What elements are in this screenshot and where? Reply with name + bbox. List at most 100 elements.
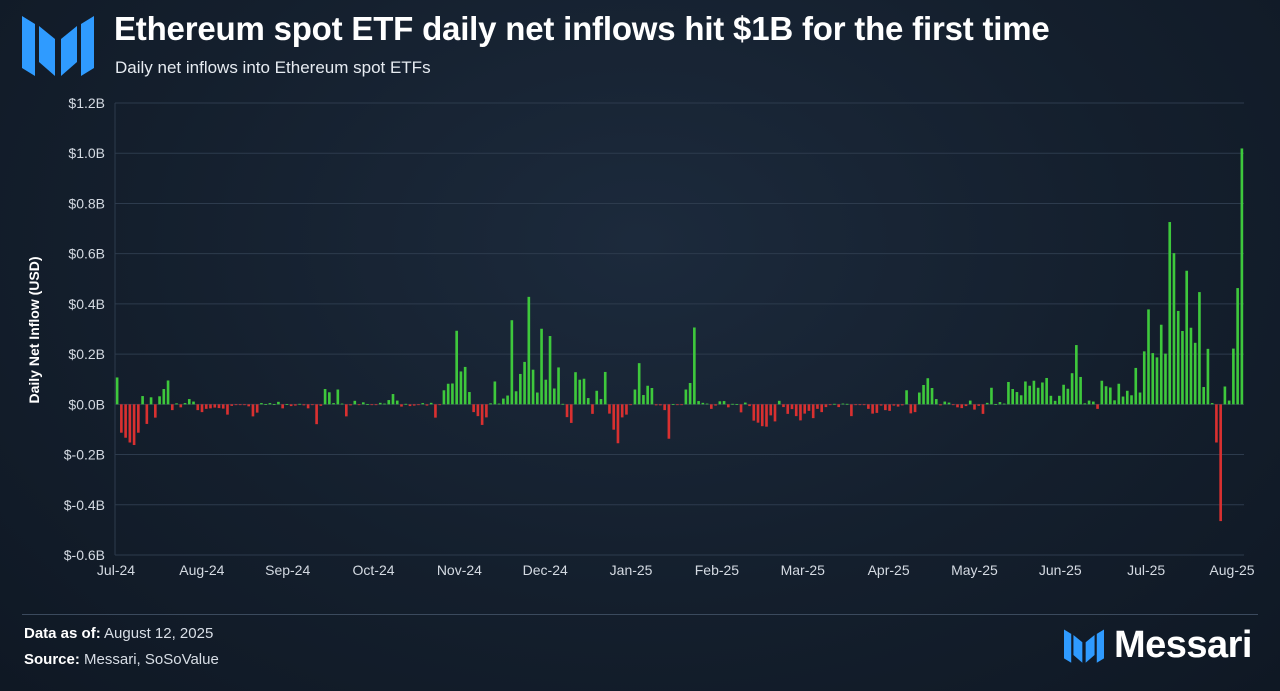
bar-outflow xyxy=(438,404,442,406)
bar-inflow xyxy=(455,330,458,405)
bar-outflow xyxy=(726,404,730,408)
bar-outflow xyxy=(374,404,378,406)
bar-outflow xyxy=(807,404,811,411)
bar-outflow xyxy=(221,404,225,409)
bar-outflow xyxy=(714,404,717,406)
gridlines xyxy=(114,102,1244,556)
bar-outflow xyxy=(828,404,832,406)
bar-outflow xyxy=(400,404,403,407)
bar-inflow xyxy=(1193,342,1197,405)
bar-inflow xyxy=(442,390,446,405)
bar-inflow xyxy=(735,404,739,405)
bar-inflow xyxy=(603,371,607,405)
x-tick-label: Dec-24 xyxy=(523,562,568,578)
bar-inflow xyxy=(1223,386,1227,405)
bar-inflow xyxy=(1189,327,1193,405)
chart-title: Ethereum spot ETF daily net inflows hit … xyxy=(114,10,1050,47)
y-tick-label: $0.6B xyxy=(68,246,105,262)
bar-inflow xyxy=(446,383,450,405)
bar-inflow xyxy=(582,378,586,405)
bar-outflow xyxy=(213,404,217,408)
bar-inflow xyxy=(1172,253,1176,405)
bar-inflow xyxy=(1181,331,1184,405)
bar-inflow xyxy=(833,403,836,405)
bar-outflow xyxy=(820,404,823,413)
bar-outflow xyxy=(960,404,964,409)
bar-inflow xyxy=(922,385,925,405)
bar-outflow xyxy=(786,404,790,414)
bar-outflow xyxy=(756,404,760,423)
bar-outflow xyxy=(302,404,306,406)
bar-outflow xyxy=(739,404,743,413)
bar-inflow xyxy=(1045,377,1048,405)
bar-inflow xyxy=(115,377,119,405)
bar-outflow xyxy=(867,404,870,409)
bar-outflow xyxy=(803,404,807,414)
bar-inflow xyxy=(1024,381,1027,405)
y-tick-label: $-0.2B xyxy=(64,447,105,463)
bar-inflow xyxy=(1227,400,1231,405)
bar-inflow xyxy=(930,388,934,405)
bar-inflow xyxy=(383,403,386,405)
bar-outflow xyxy=(137,404,140,433)
bar-outflow xyxy=(782,404,785,408)
bar-inflow xyxy=(493,381,497,405)
bar-inflow xyxy=(340,403,344,405)
bar-inflow xyxy=(395,400,399,405)
bar-inflow xyxy=(548,336,552,405)
bar-inflow xyxy=(544,379,548,405)
bar-outflow xyxy=(154,404,157,418)
bar-inflow xyxy=(540,328,543,405)
bar-inflow xyxy=(1121,396,1125,405)
x-tick-label: Aug-25 xyxy=(1209,562,1254,578)
bar-inflow xyxy=(701,402,705,405)
bar-outflow xyxy=(319,404,323,406)
bar-inflow xyxy=(586,398,590,405)
bar-inflow xyxy=(1015,392,1019,405)
bar-inflow xyxy=(1232,348,1235,405)
bar-outflow xyxy=(616,404,620,444)
bar-series xyxy=(115,148,1244,522)
bar-inflow xyxy=(705,403,709,405)
bar-outflow xyxy=(676,404,679,406)
bar-inflow xyxy=(1202,387,1205,405)
bar-inflow xyxy=(1058,395,1061,405)
bar-inflow xyxy=(718,401,722,405)
bar-inflow xyxy=(998,402,1002,405)
bar-inflow xyxy=(404,403,408,405)
bar-outflow xyxy=(408,404,412,407)
data-as-of-label: Data as of: xyxy=(24,625,101,642)
bar-inflow xyxy=(1062,384,1065,405)
bar-inflow xyxy=(646,385,649,405)
source-label: Source: xyxy=(24,651,80,668)
bar-inflow xyxy=(926,378,930,405)
bar-outflow xyxy=(939,404,942,406)
bar-outflow xyxy=(773,404,777,422)
bar-outflow xyxy=(875,404,879,413)
bar-inflow xyxy=(1236,288,1239,405)
bar-outflow xyxy=(981,404,985,414)
bar-inflow xyxy=(693,327,696,405)
bar-outflow xyxy=(591,404,594,414)
bar-outflow xyxy=(608,404,611,414)
x-tick-label: May-25 xyxy=(951,562,998,578)
bar-outflow xyxy=(238,404,242,406)
bar-outflow xyxy=(760,404,764,427)
bar-inflow xyxy=(1079,376,1082,405)
bar-inflow xyxy=(841,403,845,405)
bar-inflow xyxy=(1100,380,1104,405)
bar-inflow xyxy=(1151,353,1155,405)
bar-outflow xyxy=(964,404,968,407)
bar-outflow xyxy=(124,404,127,438)
bar-inflow xyxy=(353,400,357,405)
bar-outflow xyxy=(569,404,573,423)
bar-outflow xyxy=(909,404,913,414)
x-tick-label: Feb-25 xyxy=(695,562,740,578)
bar-outflow xyxy=(884,404,887,411)
bar-outflow xyxy=(209,404,212,409)
bar-inflow xyxy=(272,404,276,405)
bar-outflow xyxy=(472,404,475,413)
bar-inflow xyxy=(514,391,518,405)
bar-inflow xyxy=(990,387,993,405)
bar-inflow xyxy=(1168,222,1172,405)
